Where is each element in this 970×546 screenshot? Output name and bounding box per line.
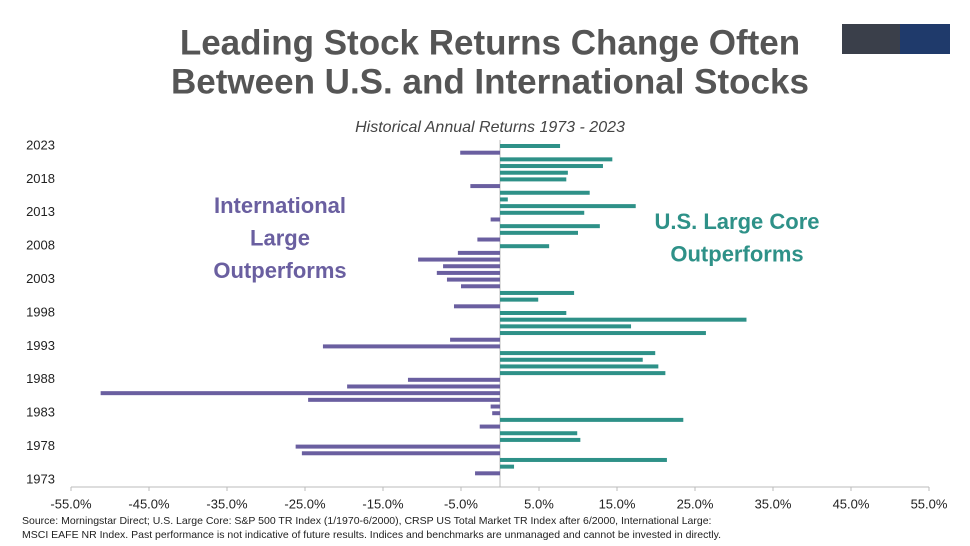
bar: [500, 431, 578, 436]
bar: [322, 344, 500, 349]
bar: [500, 464, 515, 469]
bar: [500, 177, 567, 182]
x-tick-label: 25.0%: [677, 496, 714, 511]
x-tick-label: 5.0%: [524, 496, 554, 511]
bar: [453, 304, 500, 309]
bar: [450, 337, 500, 342]
x-tick-label: -35.0%: [206, 496, 248, 511]
bar: [500, 204, 636, 209]
y-tick-label: 2003: [26, 271, 55, 286]
bar: [407, 377, 500, 382]
y-tick-label: 1983: [26, 405, 55, 420]
annotation: Outperforms: [670, 241, 803, 266]
x-tick-label: -25.0%: [284, 496, 326, 511]
bar: [500, 357, 643, 362]
y-tick-label: 1973: [26, 471, 55, 486]
bar: [490, 217, 500, 222]
y-tick-label: 1998: [26, 304, 55, 319]
webcam-person: [900, 24, 950, 54]
x-tick-label: -5.0%: [444, 496, 478, 511]
bar: [446, 277, 500, 282]
x-tick-label: 55.0%: [911, 496, 948, 511]
annotation: International: [214, 193, 346, 218]
chart-title: Leading Stock Returns Change Often: [180, 23, 800, 62]
bar: [100, 391, 500, 396]
bar: [500, 197, 508, 202]
bar: [479, 424, 500, 429]
x-tick-label: -55.0%: [50, 496, 92, 511]
bar: [443, 264, 500, 269]
chart-title: Between U.S. and International Stocks: [171, 62, 809, 101]
bar: [477, 237, 500, 242]
bar: [500, 224, 600, 229]
source-note: Source: Morningstar Direct; U.S. Large C…: [22, 515, 721, 541]
y-tick-label: 1993: [26, 338, 55, 353]
x-tick-label: 35.0%: [755, 496, 792, 511]
y-tick-label: 1978: [26, 438, 55, 453]
bar: [460, 150, 500, 155]
x-tick-label: 45.0%: [833, 496, 870, 511]
bar: [436, 270, 500, 275]
bar: [500, 244, 550, 249]
bar: [308, 397, 500, 402]
bar: [500, 417, 684, 422]
bar: [500, 297, 539, 302]
bar: [475, 471, 500, 476]
annotation: Large: [250, 225, 310, 250]
bar: [470, 184, 500, 189]
annotation: Outperforms: [213, 258, 346, 283]
y-tick-label: 2018: [26, 171, 55, 186]
bar: [500, 371, 666, 376]
bar: [500, 317, 747, 322]
bar: [500, 210, 585, 215]
x-tick-label: -15.0%: [362, 496, 404, 511]
y-tick-label: 2023: [26, 137, 55, 152]
bar: [492, 411, 500, 416]
bar: [500, 351, 656, 356]
bar: [295, 444, 500, 449]
bar: [301, 451, 500, 456]
bar: [500, 170, 568, 175]
bar: [457, 250, 500, 255]
bar: [500, 331, 706, 336]
bar: [490, 404, 500, 409]
y-tick-label: 1988: [26, 371, 55, 386]
bar: [500, 164, 603, 169]
chart-subtitle: Historical Annual Returns 1973 - 2023: [355, 119, 625, 136]
bar: [461, 284, 500, 289]
annotation: U.S. Large Core: [654, 209, 819, 234]
bar: [500, 457, 667, 462]
bar: [500, 144, 561, 148]
bar: [500, 290, 575, 295]
bar: [500, 157, 613, 162]
bar: [500, 190, 590, 195]
bar: [500, 311, 567, 315]
bar: [500, 230, 578, 235]
y-tick-label: 2013: [26, 204, 55, 219]
bar: [500, 437, 581, 442]
bar: [347, 384, 500, 389]
x-tick-label: -45.0%: [128, 496, 170, 511]
bar: [500, 364, 659, 369]
bar: [418, 257, 500, 262]
bar: [500, 324, 632, 329]
x-tick-label: 15.0%: [599, 496, 636, 511]
y-tick-label: 2008: [26, 238, 55, 253]
